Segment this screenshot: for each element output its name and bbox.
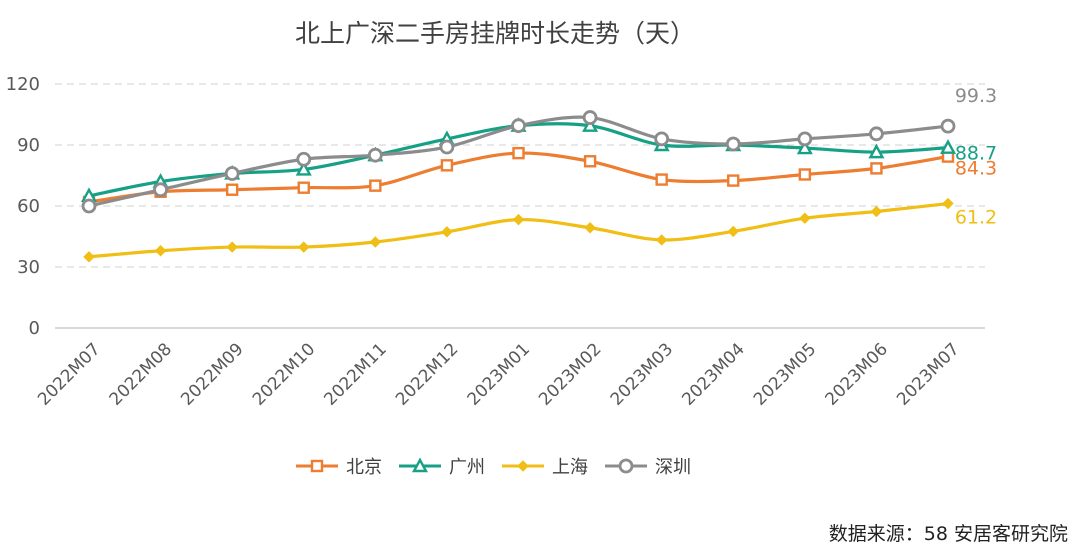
data-point	[226, 241, 238, 253]
data-point	[511, 118, 526, 134]
x-tick-label: 2022M09	[177, 339, 247, 409]
y-tick-label: 60	[17, 196, 40, 217]
data-point	[655, 173, 668, 186]
data-point	[870, 162, 883, 175]
data-point	[654, 131, 670, 147]
data-label: 61.2	[955, 207, 997, 229]
x-tick-label: 2023M01	[464, 339, 534, 409]
x-tick-label: 2023M05	[750, 339, 820, 409]
y-tick-label: 0	[29, 318, 40, 339]
data-point	[583, 155, 597, 168]
data-point	[868, 143, 885, 159]
x-tick-label: 2023M07	[893, 339, 963, 409]
data-point	[441, 226, 453, 238]
data-point	[367, 147, 383, 163]
legend-label: 广州	[449, 457, 485, 478]
data-point	[582, 110, 598, 125]
x-tick-label: 2023M03	[607, 339, 677, 409]
data-point	[296, 151, 312, 167]
series-line	[87, 201, 950, 259]
data-point	[584, 222, 596, 234]
data-point	[512, 213, 525, 226]
data-point	[81, 198, 97, 214]
series-layer	[80, 110, 957, 263]
y-tick-label: 120	[6, 74, 40, 95]
legend-item-上海: 上海	[502, 457, 588, 478]
legend-marker	[310, 459, 324, 473]
data-point	[224, 166, 240, 181]
data-point	[799, 212, 811, 224]
legend-marker	[618, 458, 634, 474]
y-tick-label: 90	[17, 135, 40, 156]
data-point	[798, 168, 812, 181]
data-label: 88.7	[955, 143, 997, 165]
x-tick-label: 2023M04	[678, 339, 748, 409]
data-point	[940, 118, 956, 134]
series-深圳	[81, 110, 956, 214]
x-tick-label: 2022M12	[392, 339, 462, 409]
data-point	[439, 139, 455, 155]
data-point	[298, 241, 310, 253]
x-tick-label: 2022M11	[320, 339, 390, 409]
x-axis: 2022M07 2022M08 2022M09 2022M10 2022M11 2022M…	[34, 339, 963, 409]
legend-label: 上海	[552, 457, 588, 478]
data-point	[512, 146, 525, 160]
y-axis: 0 30 60 90 120	[6, 74, 40, 339]
x-tick-label: 2022M07	[34, 339, 104, 409]
grid-lines	[55, 83, 985, 329]
data-point	[655, 234, 668, 246]
legend-item-北京: 北京	[296, 457, 382, 478]
data-point	[727, 225, 739, 238]
source-note: 数据来源：58 安居客研究院	[828, 523, 1068, 545]
data-point	[869, 126, 884, 142]
data-point	[153, 182, 168, 198]
chart-title: 北上广深二手房挂牌时长走势（天）	[295, 19, 695, 48]
data-point	[870, 205, 883, 218]
x-tick-label: 2023M06	[822, 339, 892, 409]
data-point	[369, 179, 382, 192]
data-point	[440, 159, 454, 172]
legend-label: 北京	[346, 457, 382, 478]
data-point	[725, 136, 741, 152]
data-point	[83, 251, 95, 263]
legend-marker	[517, 460, 529, 472]
data-label: 84.3	[955, 158, 997, 180]
data-point	[942, 197, 954, 210]
series-上海	[83, 197, 954, 263]
data-point	[939, 139, 957, 154]
data-point	[727, 174, 740, 187]
data-point	[582, 117, 599, 132]
x-tick-label: 2023M02	[535, 339, 605, 409]
data-point	[295, 160, 312, 176]
end-labels: 84.388.7 61.2 99.3	[955, 85, 997, 228]
legend-item-广州: 广州	[399, 457, 485, 478]
legend-marker	[411, 457, 429, 473]
x-tick-label: 2022M08	[106, 339, 176, 409]
data-point	[225, 183, 239, 196]
y-tick-label: 30	[17, 257, 40, 278]
legend: 北京 广州 上海 深圳	[296, 457, 691, 478]
legend-item-深圳: 深圳	[605, 457, 691, 478]
data-point	[369, 236, 382, 248]
x-tick-label: 2022M10	[249, 339, 319, 409]
data-point	[154, 245, 167, 257]
legend-label: 深圳	[655, 457, 691, 478]
data-label: 99.3	[955, 85, 997, 107]
data-point	[796, 139, 813, 155]
data-point	[797, 131, 813, 147]
series-line	[87, 122, 950, 198]
data-point	[297, 181, 310, 194]
